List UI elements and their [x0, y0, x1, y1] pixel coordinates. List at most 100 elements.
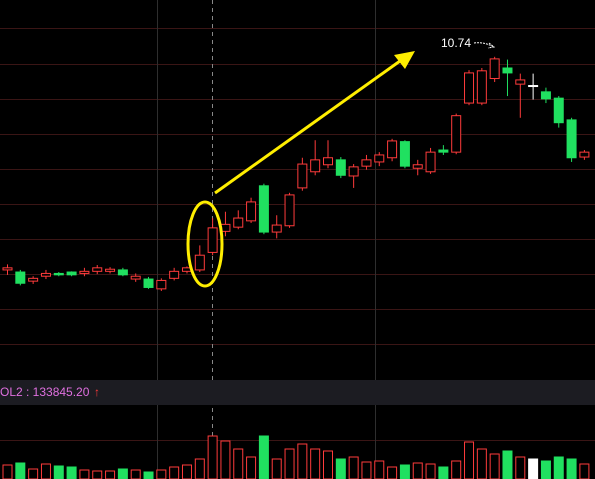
volume-bar — [220, 440, 231, 479]
candle-body — [246, 201, 257, 222]
volume-bar — [387, 466, 398, 479]
candle-body — [117, 269, 128, 276]
volume-bar — [79, 469, 90, 479]
volume-trend: ↑ — [94, 385, 100, 399]
candle-body — [335, 159, 346, 176]
volume-bar — [194, 458, 205, 479]
candle-body — [297, 163, 308, 189]
trend-arrow — [214, 59, 401, 195]
volume-bar — [15, 462, 26, 479]
candle-body — [40, 272, 51, 277]
candle-body — [502, 67, 513, 74]
volume-bar — [143, 471, 154, 479]
candle-body — [284, 194, 295, 227]
candle-body — [105, 268, 116, 272]
candle-body — [207, 227, 218, 253]
volume-bar — [464, 441, 475, 479]
volume-label: OL2 : 133845.20 — [0, 385, 90, 399]
high-label: 10.74 — [441, 36, 471, 50]
candle-body — [28, 277, 39, 282]
volume-bar — [53, 465, 64, 479]
volumes — [2, 435, 590, 479]
candle-body — [233, 217, 244, 228]
trend-arrowhead — [394, 51, 415, 69]
volume-bar — [2, 464, 13, 479]
volume-header — [0, 380, 595, 405]
candle-body — [361, 159, 372, 167]
candle-body — [464, 72, 475, 104]
volume-bar — [66, 466, 77, 479]
candle-body — [425, 151, 436, 173]
volume-bar — [540, 460, 551, 479]
candle-body — [53, 272, 64, 276]
candle-body — [489, 58, 500, 80]
candle-body — [399, 141, 410, 167]
volume-bar — [297, 443, 308, 479]
candle-body — [310, 159, 321, 173]
candle-body — [323, 157, 333, 166]
candle-body — [528, 85, 539, 88]
candle-body — [476, 70, 487, 104]
candle-body — [374, 154, 385, 163]
volume-bar — [476, 448, 487, 479]
volume-bar — [451, 460, 462, 479]
candle-body — [92, 267, 103, 272]
volume-bar — [528, 458, 539, 479]
highlight-ellipse — [186, 200, 224, 288]
volume-bar — [40, 463, 51, 479]
volume-bar — [233, 448, 244, 479]
candle-body — [451, 115, 462, 153]
candle-body — [412, 164, 423, 169]
volume-bar — [412, 462, 423, 479]
volume-bar — [399, 464, 410, 479]
candle-body — [194, 254, 205, 271]
candle-body — [143, 278, 154, 288]
volume-bar — [553, 456, 564, 479]
volume-bar — [489, 453, 500, 479]
volume-bar — [438, 466, 449, 479]
high-pointer — [473, 42, 496, 49]
candle-body — [79, 270, 90, 274]
candle-body — [130, 275, 141, 280]
volume-bar — [181, 464, 192, 479]
candle-body — [553, 97, 564, 124]
candle-body — [15, 271, 26, 284]
volume-bar — [169, 466, 180, 479]
candle-body — [579, 151, 590, 158]
candle-body — [66, 271, 77, 276]
candle-body — [387, 140, 398, 159]
volume-bar — [374, 460, 385, 479]
volume-bar — [28, 468, 39, 479]
volume-bar — [579, 463, 590, 479]
candle-body — [566, 119, 577, 159]
volume-bar — [246, 456, 257, 479]
volume-bar — [348, 456, 359, 479]
volume-bar — [323, 450, 333, 479]
volume-bar — [425, 463, 436, 479]
volume-bar — [361, 461, 372, 479]
volume-bar — [310, 448, 321, 479]
candle-body — [2, 267, 13, 271]
volume-bar — [271, 458, 282, 479]
volume-bar — [335, 458, 346, 479]
volume-bar — [92, 470, 103, 479]
candle-body — [156, 279, 167, 290]
volume-bar — [156, 469, 167, 479]
volume-bar — [515, 456, 526, 479]
volume-bar — [566, 458, 577, 479]
volume-bar — [502, 450, 513, 479]
volume-bar — [130, 469, 141, 479]
volume-bar — [258, 435, 269, 479]
volume-bar — [117, 468, 128, 479]
candles — [2, 56, 590, 291]
volume-bar — [105, 470, 116, 479]
candle-body — [540, 91, 551, 100]
volume-bar — [207, 435, 218, 479]
candle-body — [169, 270, 180, 279]
volume-bar — [284, 448, 295, 479]
candle-body — [515, 79, 526, 85]
candle-body — [271, 224, 282, 233]
candle-body — [438, 149, 449, 153]
